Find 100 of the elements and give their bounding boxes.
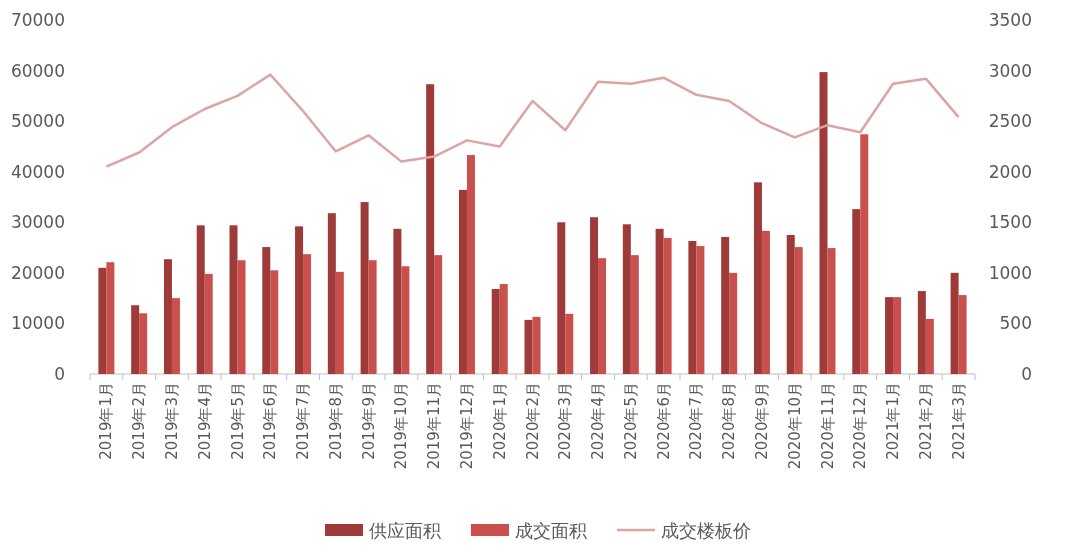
bar [499, 283, 508, 374]
bar [491, 289, 500, 374]
bar [950, 272, 959, 374]
y2-tick-label: 1500 [988, 212, 1032, 233]
x-tick-label: 2020年3月 [556, 382, 575, 460]
x-tick-label: 2021年2月 [916, 382, 935, 460]
x-tick-label: 2020年7月 [687, 382, 706, 460]
bar [729, 272, 738, 374]
x-tick-label: 2020年11月 [818, 382, 837, 470]
bar [163, 259, 172, 374]
bar [761, 230, 770, 374]
bar [262, 247, 271, 374]
y2-tick-label: 3500 [988, 10, 1032, 30]
bar [131, 305, 140, 374]
y2-tick-label: 1000 [988, 262, 1032, 283]
y-tick-label: 10000 [10, 313, 65, 334]
y2-tick-label: 3000 [988, 60, 1032, 81]
bar [860, 134, 869, 374]
bar [139, 313, 148, 374]
bar [696, 246, 705, 374]
x-tick-label: 2019年3月 [162, 382, 181, 460]
bar [721, 236, 730, 374]
bar [401, 266, 410, 374]
x-tick-label: 2019年8月 [326, 382, 345, 460]
x-tick-label: 2019年6月 [261, 382, 280, 460]
bar [426, 84, 435, 374]
bar [204, 273, 213, 374]
bar [98, 267, 107, 374]
bar [598, 258, 607, 374]
y-tick-label: 30000 [10, 212, 65, 233]
bar [229, 225, 238, 374]
legend-label: 成交面积 [515, 520, 587, 541]
bar [622, 224, 631, 374]
x-tick-label: 2020年2月 [523, 382, 542, 460]
bar [590, 217, 599, 374]
x-tick-label: 2019年9月 [359, 382, 378, 460]
bar [753, 182, 762, 374]
bar [655, 228, 664, 374]
line-series [105, 73, 960, 168]
bar [196, 225, 205, 374]
y-tick-label: 0 [54, 364, 65, 384]
bar [565, 313, 574, 374]
x-tick-label: 2021年3月 [949, 382, 968, 460]
x-tick-label: 2019年10月 [392, 382, 411, 470]
legend-label: 成交楼板价 [661, 520, 751, 541]
y-tick-label: 60000 [10, 60, 65, 81]
bar [327, 213, 336, 374]
y-tick-label: 20000 [10, 262, 65, 283]
bar [393, 228, 402, 374]
x-tick-label: 2020年8月 [720, 382, 739, 460]
x-tick-label: 2020年10月 [785, 382, 804, 470]
bar [893, 297, 902, 374]
y2-tick-label: 500 [999, 313, 1032, 334]
x-tick-label: 2019年12月 [457, 382, 476, 470]
x-tick-label: 2019年7月 [294, 382, 313, 460]
y-tick-label: 70000 [10, 10, 65, 30]
bar [827, 248, 836, 374]
bar [360, 202, 369, 374]
x-tick-label: 2020年9月 [752, 382, 771, 460]
bar [885, 297, 894, 374]
y2-tick-label: 0 [1021, 364, 1032, 384]
bar [532, 316, 541, 374]
bar [466, 155, 475, 374]
x-tick-label: 2020年5月 [621, 382, 640, 460]
bar [458, 189, 467, 374]
bar [819, 72, 828, 374]
x-tick-label: 2020年4月 [589, 382, 608, 460]
bar [786, 234, 795, 374]
y2-tick-label: 2000 [988, 161, 1032, 182]
bar [524, 319, 533, 374]
bar [171, 298, 180, 374]
bar [663, 237, 672, 374]
x-tick-label: 2020年6月 [654, 382, 673, 460]
x-tick-label: 2020年12月 [851, 382, 870, 470]
bar [106, 262, 115, 374]
legend-label: 供应面积 [369, 520, 441, 541]
bar [237, 260, 246, 374]
bar [630, 255, 639, 374]
x-tick-label: 2019年5月 [228, 382, 247, 460]
x-tick-label: 2019年4月 [195, 382, 214, 460]
bar [295, 226, 304, 374]
bar [270, 270, 279, 374]
bar [688, 241, 697, 374]
bar [335, 271, 344, 374]
bar [368, 260, 377, 374]
bar [958, 295, 967, 374]
x-tick-label: 2019年2月 [130, 382, 149, 460]
x-tick-label: 2020年1月 [490, 382, 509, 460]
bar [557, 222, 566, 374]
x-tick-label: 2019年1月 [97, 382, 116, 460]
bar [794, 247, 803, 374]
y2-tick-label: 2500 [988, 111, 1032, 132]
bar [925, 318, 934, 374]
bar [303, 254, 312, 374]
y-tick-label: 50000 [10, 111, 65, 132]
y-tick-label: 40000 [10, 161, 65, 182]
x-tick-label: 2021年1月 [884, 382, 903, 460]
bar [434, 255, 443, 374]
x-tick-label: 2019年11月 [425, 382, 444, 470]
bar [852, 209, 861, 374]
